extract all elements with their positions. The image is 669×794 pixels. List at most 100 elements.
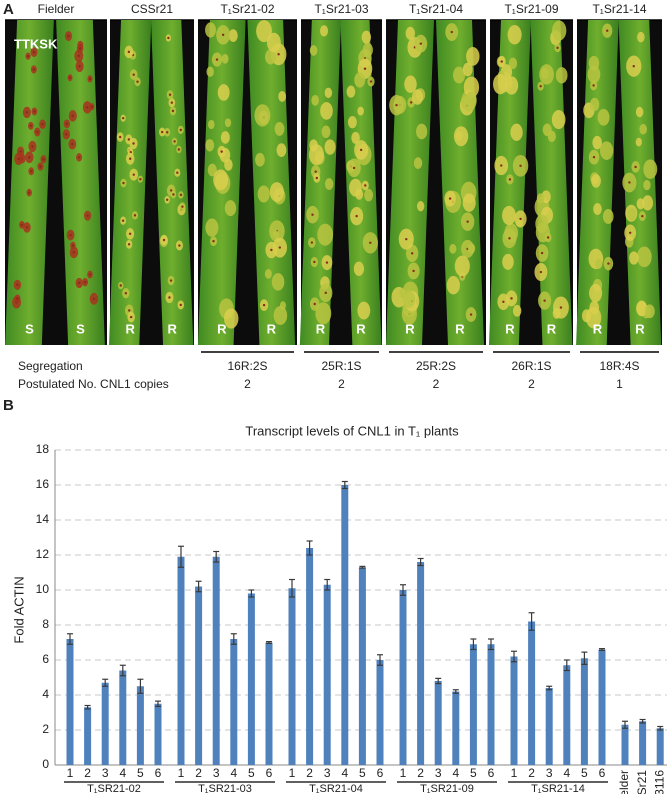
bar [639,721,647,765]
bar [306,548,314,765]
pustule [139,177,142,181]
lesion [347,115,357,129]
pustule [359,148,363,152]
panel-label: A [3,1,14,18]
pustule [71,244,75,247]
lesion [205,22,216,38]
pustule [33,110,36,113]
pustule [315,176,318,180]
bar [154,703,162,765]
x-tick-label: 4 [563,766,570,780]
pustule [32,68,36,71]
pustule [310,241,314,244]
bar [323,584,331,765]
lesion [416,123,428,140]
lesion [276,143,287,157]
leaf [151,20,194,345]
pustule [352,166,356,170]
segregation: 25R:1S [321,359,361,373]
pustule [168,93,172,96]
leaf-reaction: R [267,321,277,336]
pustule [324,291,327,295]
lesion [644,304,655,319]
lesion [351,131,360,144]
lesion [228,29,238,42]
pustule [20,223,24,227]
pustule [519,217,522,221]
leaf [340,20,382,345]
x-tick-label: 1 [511,766,518,780]
pustule [634,165,637,169]
group-label: T₁SR21-14 [531,783,585,794]
pustule [314,170,317,173]
segregation: 26R:1S [511,359,551,373]
lesion [635,106,644,118]
lesion [208,119,215,130]
x-tick-label: 2 [528,766,535,780]
pustule [132,142,135,145]
x-tick-label: 5 [248,766,255,780]
pustule [466,220,469,223]
pustule [539,85,542,88]
bar [376,660,384,765]
pustule [127,138,131,141]
lesion [266,32,281,53]
lesion [364,188,374,202]
copies: 1 [616,377,623,391]
pustule [469,313,473,316]
group-label: T₁SR21-09 [420,783,474,794]
x-tick-label: CSSr21 [635,770,649,794]
y-tick-label: 8 [42,617,49,631]
y-tick-label: 16 [36,477,50,491]
copies: 2 [433,377,440,391]
x-tick-label: 2 [417,766,424,780]
pustule [181,205,184,208]
copies: 2 [244,377,251,391]
pustule [92,297,96,300]
lesion [320,25,329,37]
lesion [273,305,288,326]
group-label: T₁SR21-02 [87,783,141,794]
pustule [313,302,316,306]
lesion [220,131,230,144]
lesion [361,30,372,44]
pustule [313,260,316,264]
lesion [315,302,332,325]
lesion [416,201,425,212]
lesion [449,243,457,254]
pustule [176,171,179,174]
lesion [206,66,214,77]
pustule [540,251,544,255]
lesion [405,26,415,40]
lesion [551,109,566,130]
lesion [309,45,318,56]
bar [399,590,407,765]
lesion [205,139,215,152]
bar [288,588,296,765]
lesion [357,106,364,116]
column-label: Fielder [38,2,75,16]
x-tick-label: 1 [67,766,74,780]
inoculum: TTKSK [14,36,58,51]
pustule [559,306,563,309]
pustule [78,47,82,50]
pustule [539,270,543,274]
x-tick-label: 3 [102,766,109,780]
y-tick-label: 6 [42,652,49,666]
pustule [77,156,81,159]
bar [177,556,185,765]
lesion [221,54,229,64]
pustule [133,214,137,217]
column-label: CSSr21 [131,2,173,16]
pustule [628,231,632,234]
pustule [72,251,76,254]
bar [101,682,109,765]
lesion [353,261,365,276]
x-tick-label: 1 [178,766,185,780]
lesion [642,195,654,211]
lesion [555,67,568,84]
lesion [223,308,239,329]
pustule [119,284,122,287]
lesion [324,178,334,190]
